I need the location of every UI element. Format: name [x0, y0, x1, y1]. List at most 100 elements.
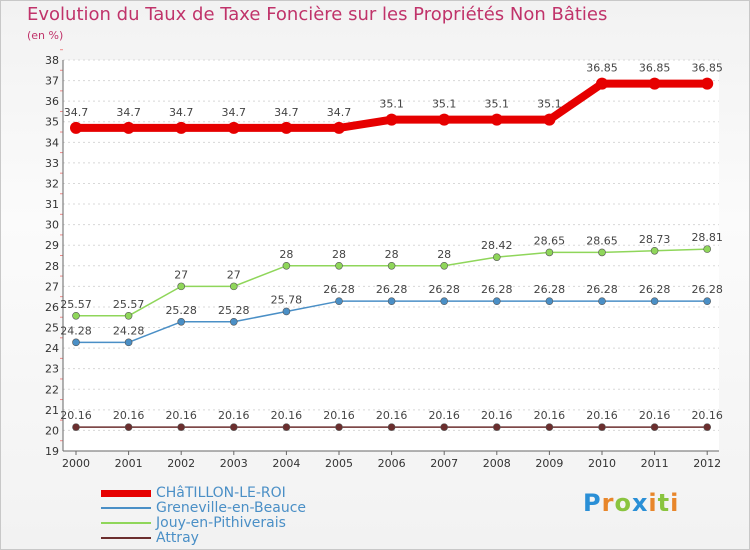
data-label: 28.65: [534, 234, 566, 247]
data-label: 20.16: [323, 409, 355, 422]
data-point: [175, 121, 188, 134]
data-point: [598, 423, 606, 431]
data-label: 20.16: [534, 409, 566, 422]
data-label: 20.16: [113, 409, 145, 422]
data-label: 20.16: [481, 409, 513, 422]
y-tick-label: 20: [45, 424, 59, 437]
y-tick-label: 28: [45, 260, 59, 273]
y-tick-label: 27: [45, 280, 59, 293]
data-point: [703, 297, 712, 305]
x-tick-label: 2012: [693, 457, 721, 470]
y-tick-label: 31: [45, 198, 59, 211]
data-point: [282, 423, 291, 431]
x-tick-label: 2002: [167, 457, 195, 470]
y-tick-label: 33: [45, 157, 59, 170]
data-label: 36.85: [586, 62, 618, 75]
data-label: 26.28: [691, 283, 723, 296]
x-tick-label: 2001: [115, 457, 143, 470]
data-point: [177, 282, 185, 291]
data-point: [335, 423, 343, 431]
data-label: 35.1: [379, 98, 404, 111]
data-point: [72, 311, 80, 320]
data-label: 20.16: [639, 409, 671, 422]
data-point: [545, 297, 554, 305]
proxiti-logo: Proxiti: [583, 489, 680, 517]
data-point: [387, 261, 396, 270]
data-point: [596, 77, 608, 90]
data-label: 20.16: [376, 409, 408, 422]
x-tick-label: 2004: [272, 457, 300, 470]
data-label: 35.1: [485, 98, 510, 111]
y-tick-label: 24: [45, 342, 59, 355]
y-tick-label: 37: [45, 75, 59, 88]
y-tick-label: 36: [45, 95, 59, 108]
data-point: [703, 245, 712, 253]
data-point: [492, 297, 501, 305]
data-label: 36.85: [639, 62, 671, 75]
data-label: 25.57: [113, 298, 145, 311]
data-label: 34.7: [169, 106, 194, 119]
data-point: [124, 338, 133, 347]
data-label: 36.85: [691, 62, 723, 75]
data-point: [387, 423, 396, 431]
data-point: [333, 121, 345, 134]
legend-label: CHâTILLON-LE-ROI: [156, 485, 286, 501]
data-label: 28: [279, 248, 293, 261]
data-point: [490, 113, 503, 126]
data-point: [598, 297, 606, 305]
x-tick-label: 2006: [378, 457, 406, 470]
data-label: 26.28: [481, 283, 513, 296]
y-tick-label: 22: [45, 383, 59, 396]
data-point: [335, 261, 343, 270]
y-tick-label: 26: [45, 301, 59, 314]
data-point: [650, 246, 659, 255]
data-label: 26.28: [586, 283, 618, 296]
x-tick-label: 2009: [535, 457, 563, 470]
data-label: 20.16: [271, 409, 303, 422]
data-label: 25.78: [271, 293, 303, 306]
data-point: [438, 113, 451, 126]
data-label: 26.28: [428, 283, 460, 296]
data-label: 35.1: [432, 98, 457, 111]
data-label: 34.7: [327, 106, 352, 119]
legend-label: Attray: [156, 530, 199, 546]
data-point: [282, 261, 291, 270]
legend-swatch: [101, 490, 151, 497]
data-label: 25.28: [218, 304, 250, 317]
legend-swatch: [101, 537, 151, 539]
data-point: [280, 121, 293, 134]
data-label: 26.28: [639, 283, 671, 296]
data-point: [492, 253, 501, 261]
data-label: 24.28: [60, 324, 92, 337]
data-label: 34.7: [64, 106, 89, 119]
data-point: [440, 297, 449, 305]
data-point: [492, 423, 501, 431]
data-point: [70, 121, 82, 134]
data-label: 25.57: [60, 298, 92, 311]
data-label: 34.7: [222, 106, 247, 119]
data-label: 28: [332, 248, 346, 261]
data-label: 20.16: [60, 409, 92, 422]
data-point: [648, 77, 661, 90]
legend-swatch: [101, 522, 151, 524]
data-label: 20.16: [428, 409, 460, 422]
data-label: 20.16: [165, 409, 197, 422]
data-point: [230, 423, 238, 431]
y-tick-label: 25: [45, 322, 59, 335]
unit-label: (en %): [27, 29, 64, 42]
y-tick-label: 30: [45, 219, 59, 232]
data-label: 28.42: [481, 239, 513, 252]
data-label: 28.65: [586, 234, 618, 247]
data-label: 20.16: [586, 409, 618, 422]
data-point: [387, 297, 396, 305]
data-label: 34.7: [116, 106, 141, 119]
data-point: [650, 423, 659, 431]
y-tick-label: 29: [45, 239, 59, 252]
data-point: [177, 317, 185, 326]
data-point: [440, 423, 449, 431]
data-point: [122, 121, 135, 134]
data-point: [545, 423, 554, 431]
y-tick-label: 32: [45, 177, 59, 190]
data-label: 26.28: [534, 283, 566, 296]
